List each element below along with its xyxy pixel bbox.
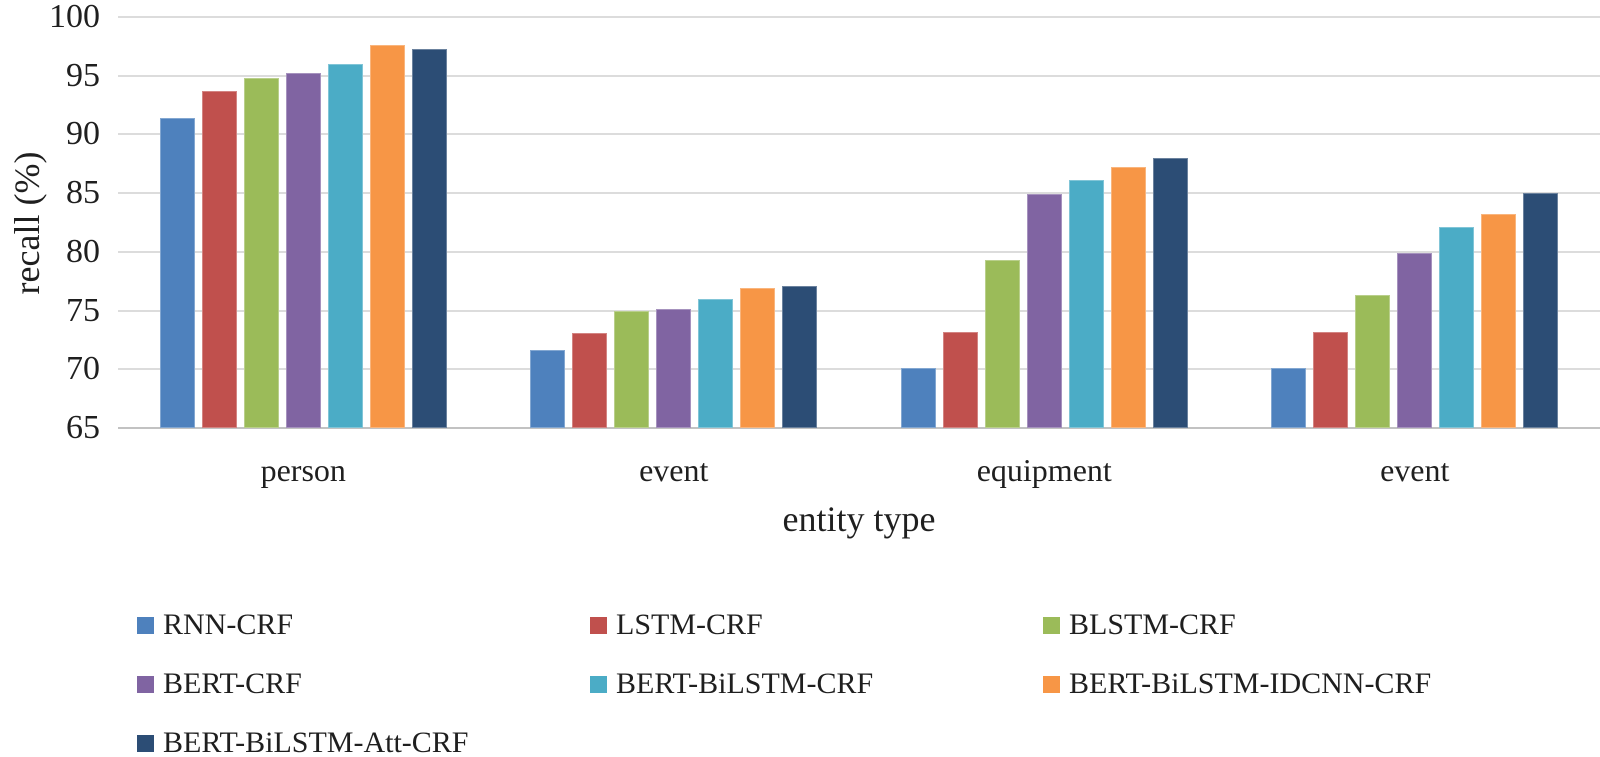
y-axis-title-text: recall (%) <box>7 151 47 295</box>
bar-BERT-BiLSTM-CRF-equipment <box>1068 180 1104 428</box>
gridline-70 <box>118 368 1600 371</box>
bar-BLSTM-CRF-event <box>614 311 650 428</box>
bar-group-2-equipment <box>859 17 1230 428</box>
y-tick-label-65: 65 <box>66 409 100 446</box>
gridline-75 <box>118 309 1600 312</box>
legend-item-BERT-BiLSTM-Att-CRF: BERT-BiLSTM-Att-CRF <box>137 728 468 757</box>
bar-BERT-BiLSTM-IDCNN-CRF-person <box>369 45 405 428</box>
legend-swatch-icon <box>590 675 607 693</box>
bar-group-0-person <box>118 17 489 428</box>
legend-label: BERT-BiLSTM-CRF <box>616 667 874 700</box>
bar-BERT-BiLSTM-Att-CRF-person <box>411 49 447 428</box>
bar-BLSTM-CRF-equipment <box>984 260 1020 428</box>
bar-BERT-BiLSTM-CRF-event <box>1439 227 1475 428</box>
legend-item-BERT-CRF: BERT-CRF <box>137 669 302 699</box>
bar-RNN-CRF-person <box>159 118 195 428</box>
gridline-85 <box>118 192 1600 195</box>
legend-swatch-icon <box>137 616 154 634</box>
x-axis-title: entity type <box>782 499 936 539</box>
bar-BERT-CRF-equipment <box>1026 194 1062 428</box>
gridline-95 <box>118 74 1600 77</box>
bar-BERT-BiLSTM-IDCNN-CRF-equipment <box>1110 167 1146 428</box>
legend-swatch-icon <box>590 616 607 634</box>
y-tick-label-100: 100 <box>49 0 100 35</box>
x-tick-label-3-event: event <box>1380 452 1450 488</box>
legend-label: BLSTM-CRF <box>1069 608 1236 641</box>
bar-BERT-BiLSTM-CRF-person <box>327 64 363 428</box>
bar-BERT-BiLSTM-Att-CRF-event <box>782 286 818 428</box>
bar-BERT-CRF-person <box>285 73 321 428</box>
x-tick-label-0-person: person <box>260 452 346 488</box>
x-tick-label-2-equipment: equipment <box>976 452 1112 488</box>
bar-LSTM-CRF-event <box>1313 332 1349 428</box>
bar-BERT-BiLSTM-IDCNN-CRF-event <box>740 288 776 428</box>
bar-LSTM-CRF-person <box>201 91 237 428</box>
bar-BERT-BiLSTM-IDCNN-CRF-event <box>1481 214 1517 428</box>
legend-swatch-icon <box>1043 675 1060 693</box>
bar-BERT-BiLSTM-CRF-event <box>698 299 734 428</box>
legend-swatch-icon <box>1043 616 1060 634</box>
legend-item-LSTM-CRF: LSTM-CRF <box>590 610 763 640</box>
legend-label: BERT-BiLSTM-IDCNN-CRF <box>1069 667 1432 700</box>
y-tick-label-70: 70 <box>66 350 100 388</box>
bar-BERT-BiLSTM-Att-CRF-equipment <box>1152 158 1188 428</box>
gridline-90 <box>118 133 1600 136</box>
gridline-100 <box>118 16 1600 18</box>
bar-group-1-event <box>489 17 860 428</box>
legend-swatch-icon <box>137 675 154 693</box>
legend-label: BERT-BiLSTM-Att-CRF <box>163 726 469 757</box>
gridline-80 <box>118 250 1600 253</box>
y-tick-label-80: 80 <box>66 232 100 270</box>
legend-item-RNN-CRF: RNN-CRF <box>137 610 293 640</box>
legend-label: RNN-CRF <box>163 608 294 641</box>
bar-BLSTM-CRF-event <box>1355 295 1391 428</box>
bar-group-3-event <box>1230 17 1600 428</box>
bar-LSTM-CRF-event <box>572 333 608 428</box>
bar-BERT-BiLSTM-Att-CRF-event <box>1523 193 1559 428</box>
bar-RNN-CRF-equipment <box>900 368 936 428</box>
legend-item-BLSTM-CRF: BLSTM-CRF <box>1043 610 1236 640</box>
y-tick-label-85: 85 <box>66 174 100 212</box>
bar-RNN-CRF-event <box>1271 368 1307 428</box>
legend-label: LSTM-CRF <box>616 608 763 641</box>
legend-label: BERT-CRF <box>163 667 302 700</box>
y-tick-label-90: 90 <box>66 115 100 153</box>
bar-BLSTM-CRF-person <box>243 78 279 428</box>
y-tick-label-75: 75 <box>66 291 100 329</box>
x-tick-label-1-event: event <box>639 452 709 488</box>
bar-BERT-CRF-event <box>656 309 692 428</box>
bar-RNN-CRF-event <box>530 350 566 428</box>
legend-item-BERT-BiLSTM-CRF: BERT-BiLSTM-CRF <box>590 669 873 699</box>
bar-LSTM-CRF-equipment <box>942 332 978 428</box>
y-tick-label-95: 95 <box>66 56 100 94</box>
bar-BERT-CRF-event <box>1397 253 1433 428</box>
plot-area <box>118 16 1600 429</box>
legend-swatch-icon <box>137 734 154 752</box>
x-axis-line <box>118 427 1600 429</box>
legend-item-BERT-BiLSTM-IDCNN-CRF: BERT-BiLSTM-IDCNN-CRF <box>1043 669 1431 699</box>
